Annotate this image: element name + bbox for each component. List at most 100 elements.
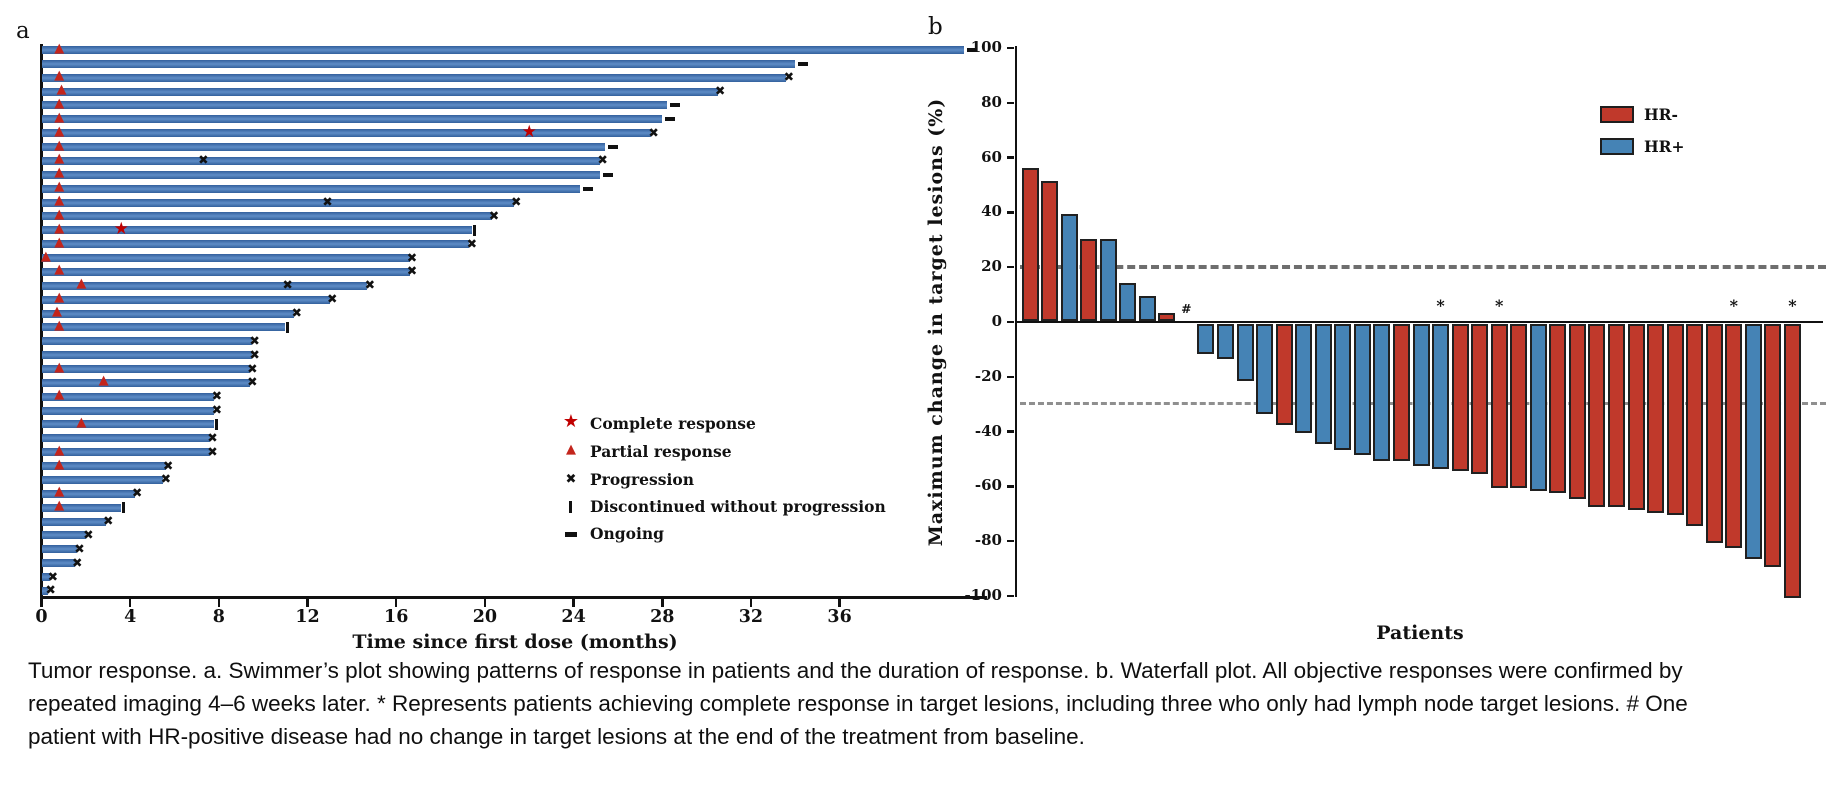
waterfall-bar: [1041, 181, 1059, 321]
progression-icon: ✖: [207, 429, 218, 445]
swimmer-bar: [42, 101, 667, 110]
partial-response-icon: ▲: [76, 276, 87, 292]
waterfall-bar: [1783, 323, 1801, 598]
swimmer-bar: [42, 489, 135, 498]
waterfall-legend-label: HR-: [1644, 105, 1678, 124]
waterfall-y-tick: [1007, 430, 1014, 433]
swimmer-legend-label: Discontinued without progression: [590, 497, 886, 516]
partial-response-icon: ▲: [54, 234, 65, 250]
partial-response-icon: ▲: [54, 220, 65, 236]
waterfall-y-axis-title: Maximum change in target lesions (%): [925, 97, 947, 547]
swimmer-bar: [42, 573, 51, 582]
waterfall-bar: [1588, 323, 1606, 508]
partial-response-icon: ▲: [54, 484, 65, 500]
waterfall-bar: [1138, 296, 1156, 321]
ongoing-icon: [966, 48, 977, 52]
complete-response-asterisk: *: [1788, 296, 1797, 315]
waterfall-bar: [1373, 323, 1391, 461]
swimmer-x-tick-label: 16: [384, 607, 409, 627]
progression-icon: ✖: [597, 152, 608, 168]
partial-response-icon: ▲: [54, 123, 65, 139]
waterfall-bar: [1490, 323, 1508, 488]
waterfall-bar: [1099, 238, 1117, 321]
progression-icon: ✖: [249, 346, 260, 362]
partial-response-icon: ▲: [54, 68, 65, 84]
swimmer-x-tick-label: 20: [472, 607, 498, 627]
progression-icon: ✖: [211, 402, 223, 418]
swimmer-bar: [42, 517, 106, 526]
waterfall-y-tick-label: 100: [970, 38, 1002, 56]
progression-icon: ✖: [488, 207, 500, 223]
swimmer-bar: [42, 184, 581, 193]
partial-response-icon: ▲: [54, 206, 65, 222]
waterfall-bar: [1471, 323, 1489, 475]
progression-icon: ✖: [565, 472, 577, 487]
waterfall-bar: [1021, 167, 1039, 321]
swimmer-legend-label: Ongoing: [590, 524, 664, 543]
waterfall-y-tick-label: 60: [981, 147, 1002, 166]
swimmer-bar: [42, 406, 215, 415]
progression-icon: ✖: [247, 374, 258, 390]
partial-response-icon: ▲: [566, 442, 576, 457]
waterfall-bar: [1568, 323, 1586, 499]
waterfall-y-tick-label: -80: [974, 531, 1002, 550]
swimmer-bar: [42, 295, 330, 304]
waterfall-bar: [1627, 323, 1645, 510]
partial-response-icon: ▲: [54, 165, 65, 181]
progression-icon: ✖: [510, 194, 522, 210]
progression-icon: ✖: [207, 443, 218, 459]
waterfall-bar: [1529, 323, 1547, 491]
swimmer-bar: [42, 129, 652, 138]
swimmer-bar: [42, 143, 605, 152]
waterfall-bar: [1236, 323, 1254, 382]
progression-icon: ✖: [247, 360, 258, 376]
figure-caption: Tumor response. a. Swimmer’s plot showin…: [28, 658, 1688, 750]
ongoing-icon: [583, 186, 594, 191]
swimmer-bar: [42, 115, 663, 124]
ongoing-icon: [665, 117, 676, 122]
waterfall-legend-label: HR+: [1644, 137, 1685, 156]
waterfall-bar: [1158, 312, 1176, 321]
partial-response-icon: ▲: [54, 290, 65, 306]
progression-icon: ✖: [322, 194, 333, 210]
progression-icon: ✖: [83, 526, 94, 542]
swimmer-x-tick-label: 28: [650, 607, 675, 627]
swimmer-x-axis-title: Time since first dose (months): [352, 631, 678, 653]
waterfall-bar: [1432, 323, 1450, 469]
swimmer-bar: [42, 434, 210, 443]
partial-response-icon: ▲: [54, 262, 65, 278]
waterfall-y-tick: [1007, 156, 1014, 159]
partial-response-icon: ▲: [54, 40, 65, 56]
discontinued-icon: [472, 224, 476, 236]
swimmer-bar: [42, 212, 492, 221]
progression-icon: ✖: [211, 388, 223, 404]
swimmer-bar: [42, 586, 49, 595]
swimmer-bar: [42, 87, 718, 96]
partial-response-icon: ▲: [54, 109, 65, 125]
partial-response-icon: ▲: [54, 359, 65, 375]
complete-response-icon: ★: [521, 121, 537, 142]
partial-response-icon: ▲: [54, 151, 65, 167]
waterfall-y-tick-label: 0: [991, 312, 1002, 330]
partial-response-icon: ▲: [54, 137, 65, 153]
waterfall-bar: [1119, 282, 1137, 321]
swimmer-bar: [42, 59, 796, 68]
partial-response-icon: ▲: [54, 95, 65, 111]
progression-icon: ✖: [783, 69, 795, 85]
progression-icon: ✖: [160, 471, 172, 487]
swimmer-bar: [42, 309, 295, 318]
swimmer-x-tick: [483, 598, 487, 607]
swimmer-x-tick-label: 24: [561, 607, 586, 627]
swimmer-bar: [42, 198, 514, 207]
swimmer-bar: [42, 156, 601, 165]
progression-icon: ✖: [364, 277, 376, 293]
ongoing-icon: [798, 61, 809, 66]
partial-response-icon: ▲: [54, 456, 65, 472]
swimmer-x-tick: [838, 598, 841, 607]
waterfall-bar: [1549, 323, 1567, 494]
waterfall-bar: [1314, 323, 1332, 445]
waterfall-bar: [1256, 323, 1274, 414]
progression-icon: ✖: [162, 457, 174, 473]
waterfall-y-tick: [1007, 211, 1014, 214]
swimmer-x-tick-label: 4: [124, 607, 137, 627]
